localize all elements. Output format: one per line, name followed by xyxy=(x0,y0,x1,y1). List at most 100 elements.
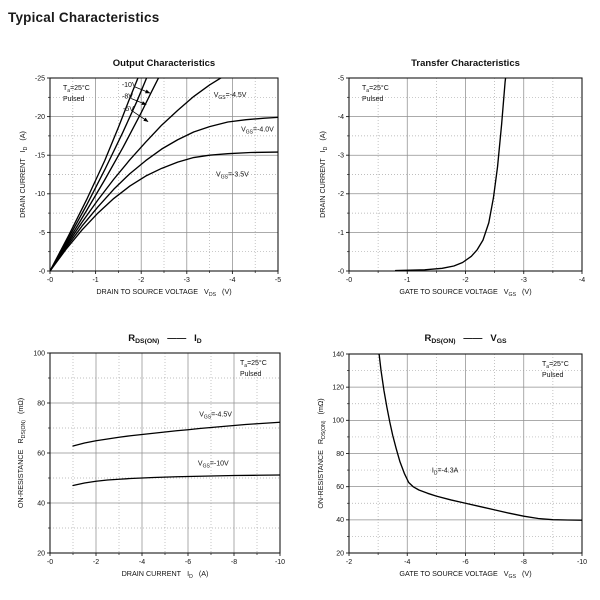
x-tick-label: -4 xyxy=(139,559,145,566)
x-tick-label: -3 xyxy=(184,277,190,284)
condition-note-line: Pulsed xyxy=(240,371,262,378)
y-axis-label: DRAIN CURRENT ID (A) xyxy=(318,131,329,218)
x-tick-label: -2 xyxy=(93,559,99,566)
curve-label: VGS=-10V xyxy=(198,460,229,469)
series-group-transfer-characteristics xyxy=(394,78,507,271)
plot-frame xyxy=(49,352,281,554)
grid-rdson-vs-vgs xyxy=(349,354,582,553)
chart-canvas-rdson-vs-vgs: -2 -4 -6 -8 -10 20 40 60 80 100 120 140 RDS(ON) —— V… xyxy=(316,333,587,580)
grid-rdson-vs-id xyxy=(50,353,280,553)
x-tick-label: -10 xyxy=(577,559,587,566)
series-group-output-characteristics xyxy=(50,78,278,271)
y-tick-label: -10 xyxy=(35,191,45,198)
curve-label: -5V xyxy=(123,106,134,113)
y-tick-label: 120 xyxy=(332,385,344,392)
curve-VGS=-10V xyxy=(50,78,139,271)
y-tick-label: -25 xyxy=(35,75,45,82)
x-tick-label: -4 xyxy=(229,277,235,284)
curve-VGS=-4.5V xyxy=(72,421,280,447)
series-group-rdson-vs-id xyxy=(72,421,280,487)
x-tick-label: -1 xyxy=(404,277,410,284)
y-axis-label: DRAIN CURRENT ID (A) xyxy=(18,131,29,218)
chart-title: RDS(ON) —— VGS xyxy=(424,333,507,345)
x-axis-label: GATE TO SOURCE VOLTAGE VGS (V) xyxy=(399,287,531,298)
chart-canvas-transfer-characteristics: -0 -1 -2 -3 -4 -0 -1 -2 -3 -4 -5 Transfer Character… xyxy=(318,58,585,298)
series-group-rdson-vs-vgs xyxy=(378,354,582,521)
x-tick-label: -10 xyxy=(275,559,285,566)
curve-label: ID=-4.3A xyxy=(432,467,459,476)
curve-label: VGS=-4.5V xyxy=(214,92,247,101)
curve-label: VGS=-4.5V xyxy=(199,412,232,421)
axes-transfer-characteristics: -0 -1 -2 -3 -4 -0 -1 -2 -3 -4 -5 xyxy=(338,75,585,284)
x-tick-label: -0 xyxy=(47,559,53,566)
chart-title: RDS(ON) —— ID xyxy=(128,333,202,345)
label-arrow xyxy=(131,110,149,122)
y-tick-label: 100 xyxy=(33,350,45,357)
plot-frame xyxy=(49,77,279,272)
label-arrow xyxy=(131,98,147,106)
curve-label: VGS=-3.5V xyxy=(216,172,249,181)
label-arrow xyxy=(134,86,151,94)
grid-output-characteristics xyxy=(50,78,278,271)
condition-note-line: Pulsed xyxy=(362,96,384,103)
grid-transfer-characteristics xyxy=(349,78,582,271)
y-tick-label: 60 xyxy=(37,450,45,457)
x-tick-label: -1 xyxy=(92,277,98,284)
chart-rdson-vs-vgs: -2 -4 -6 -8 -10 20 40 60 80 100 120 140 RDS(ON) —— V… xyxy=(300,315,600,597)
condition-note-line: Pulsed xyxy=(542,372,564,379)
chart-title: Output Characteristics xyxy=(113,58,215,69)
curve-VGS=-4.0V xyxy=(50,116,278,271)
curve-label: VGS=-4.0V xyxy=(241,127,274,136)
x-tick-label: -4 xyxy=(404,559,410,566)
y-axis-label: ON-RESISTANCE RDS(ON) (mΩ) xyxy=(316,398,327,508)
curve-VGS=-3.5V xyxy=(50,151,278,271)
y-tick-label: -0 xyxy=(338,268,344,275)
plot-frame xyxy=(348,77,583,272)
x-tick-label: -3 xyxy=(521,277,527,284)
chart-canvas-rdson-vs-id: -0 -2 -4 -6 -8 -10 20 40 60 80 100 RDS(ON) —— ID DRA… xyxy=(16,333,285,580)
axes-rdson-vs-id: -0 -2 -4 -6 -8 -10 20 40 60 80 100 xyxy=(33,350,285,566)
y-tick-label: -3 xyxy=(338,153,344,160)
condition-note-line: Ta=25°C xyxy=(362,84,389,94)
curve-VGS=-10V xyxy=(72,474,280,487)
condition-note-line: Ta=25°C xyxy=(240,359,267,369)
x-axis-label: DRAIN CURRENT ID (A) xyxy=(122,569,209,580)
y-tick-label: 100 xyxy=(332,418,344,425)
y-tick-label: 40 xyxy=(37,500,45,507)
x-tick-label: -0 xyxy=(47,277,53,284)
curve-ID=-4.3A xyxy=(378,354,582,521)
axes-rdson-vs-vgs: -2 -4 -6 -8 -10 20 40 60 80 100 120 140 xyxy=(332,351,587,566)
x-axis-label: GATE TO SOURCE VOLTAGE VGS (V) xyxy=(399,569,531,580)
x-tick-label: -8 xyxy=(231,559,237,566)
x-tick-label: -8 xyxy=(521,559,527,566)
chart-rdson-vs-id: -0 -2 -4 -6 -8 -10 20 40 60 80 100 RDS(ON) —— ID DRA… xyxy=(0,315,300,597)
chart-transfer-characteristics: -0 -1 -2 -3 -4 -0 -1 -2 -3 -4 -5 Transfer Character… xyxy=(300,40,600,310)
x-tick-label: -4 xyxy=(579,277,585,284)
page-title: Typical Characteristics xyxy=(8,10,160,25)
curve-VGS=-4.5V xyxy=(50,78,223,271)
x-axis-label: DRAIN TO SOURCE VOLTAGE VDS (V) xyxy=(96,287,231,298)
x-tick-label: -2 xyxy=(346,559,352,566)
y-tick-label: -2 xyxy=(338,191,344,198)
axes-output-characteristics: -0 -1 -2 -3 -4 -5 -0 -5 -10 -15 -20 -25 xyxy=(35,75,281,284)
y-tick-label: 80 xyxy=(37,400,45,407)
chart-title: Transfer Characteristics xyxy=(411,58,520,69)
chart-canvas-output-characteristics: -0 -1 -2 -3 -4 -5 -0 -5 -10 -15 -20 -25 Output Chara… xyxy=(18,58,281,298)
curve-ID-vs-VGS xyxy=(394,78,507,271)
y-tick-label: 20 xyxy=(37,550,45,557)
curve-label: -10V xyxy=(122,82,137,89)
x-tick-label: -6 xyxy=(462,559,468,566)
y-tick-label: 20 xyxy=(336,550,344,557)
y-tick-label: 140 xyxy=(332,351,344,358)
x-tick-label: -5 xyxy=(275,277,281,284)
curve-VGS=-8V xyxy=(50,78,148,271)
y-tick-label: -5 xyxy=(338,75,344,82)
y-tick-label: -5 xyxy=(39,230,45,237)
y-tick-label: -4 xyxy=(338,114,344,121)
curve-VGS=-5V xyxy=(50,78,160,271)
y-tick-label: 40 xyxy=(336,517,344,524)
condition-note-line: Pulsed xyxy=(63,96,85,103)
x-tick-label: -6 xyxy=(185,559,191,566)
x-tick-label: -2 xyxy=(138,277,144,284)
condition-note-line: Ta=25°C xyxy=(542,360,569,370)
